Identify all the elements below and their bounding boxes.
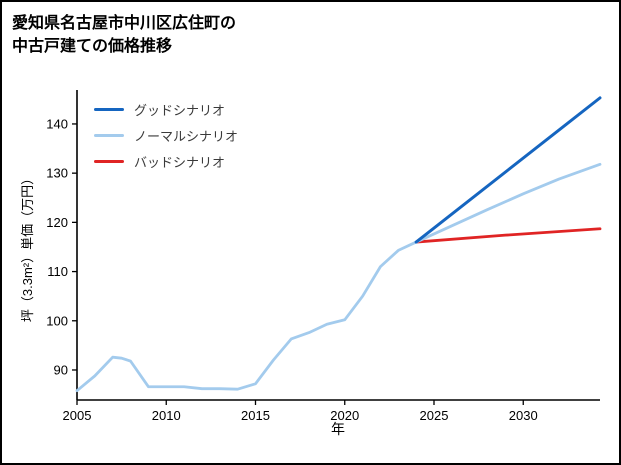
- legend-item: バッドシナリオ: [94, 148, 238, 174]
- legend-label: グッドシナリオ: [134, 102, 226, 118]
- y-tick-label: 110: [47, 264, 68, 279]
- series-line-バッドシナリオ: [414, 227, 602, 244]
- chart-title: 愛知県名古屋市中川区広住町の 中古戸建ての価格推移: [12, 12, 236, 58]
- x-tick-label: 2030: [509, 408, 538, 423]
- legend-swatch: [94, 107, 124, 111]
- y-tick-label: 140: [46, 116, 68, 131]
- x-axis-label: 年: [331, 421, 345, 437]
- x-tick-label: 2025: [420, 408, 449, 423]
- x-tick-label: 2005: [63, 408, 92, 423]
- series-line-グッドシナリオ: [414, 96, 602, 244]
- legend-label: ノーマルシナリオ: [134, 128, 239, 144]
- x-tick-label: 2015: [241, 408, 270, 423]
- y-tick-label: 100: [46, 313, 68, 328]
- legend-item: ノーマルシナリオ: [94, 122, 238, 148]
- legend-item: グッドシナリオ: [94, 96, 238, 122]
- y-tick-label: 90: [54, 362, 68, 377]
- x-tick-label: 2020: [330, 408, 359, 423]
- x-tick-label: 2010: [152, 408, 181, 423]
- legend: グッドシナリオ ノーマルシナリオ バッドシナリオ: [94, 96, 238, 174]
- y-tick-label: 120: [46, 215, 68, 230]
- legend-swatch: [94, 159, 124, 163]
- y-tick-label: 130: [46, 166, 68, 181]
- legend-swatch: [94, 133, 124, 137]
- chart-title-line2: 中古戸建ての価格推移: [12, 38, 173, 56]
- y-axis-label: 坪（3.3m²）単価（万円）: [20, 172, 35, 322]
- series-line-ノーマルシナリオ: [75, 162, 602, 393]
- legend-label: バッドシナリオ: [134, 154, 226, 170]
- chart-title-line1: 愛知県名古屋市中川区広住町の: [12, 15, 237, 32]
